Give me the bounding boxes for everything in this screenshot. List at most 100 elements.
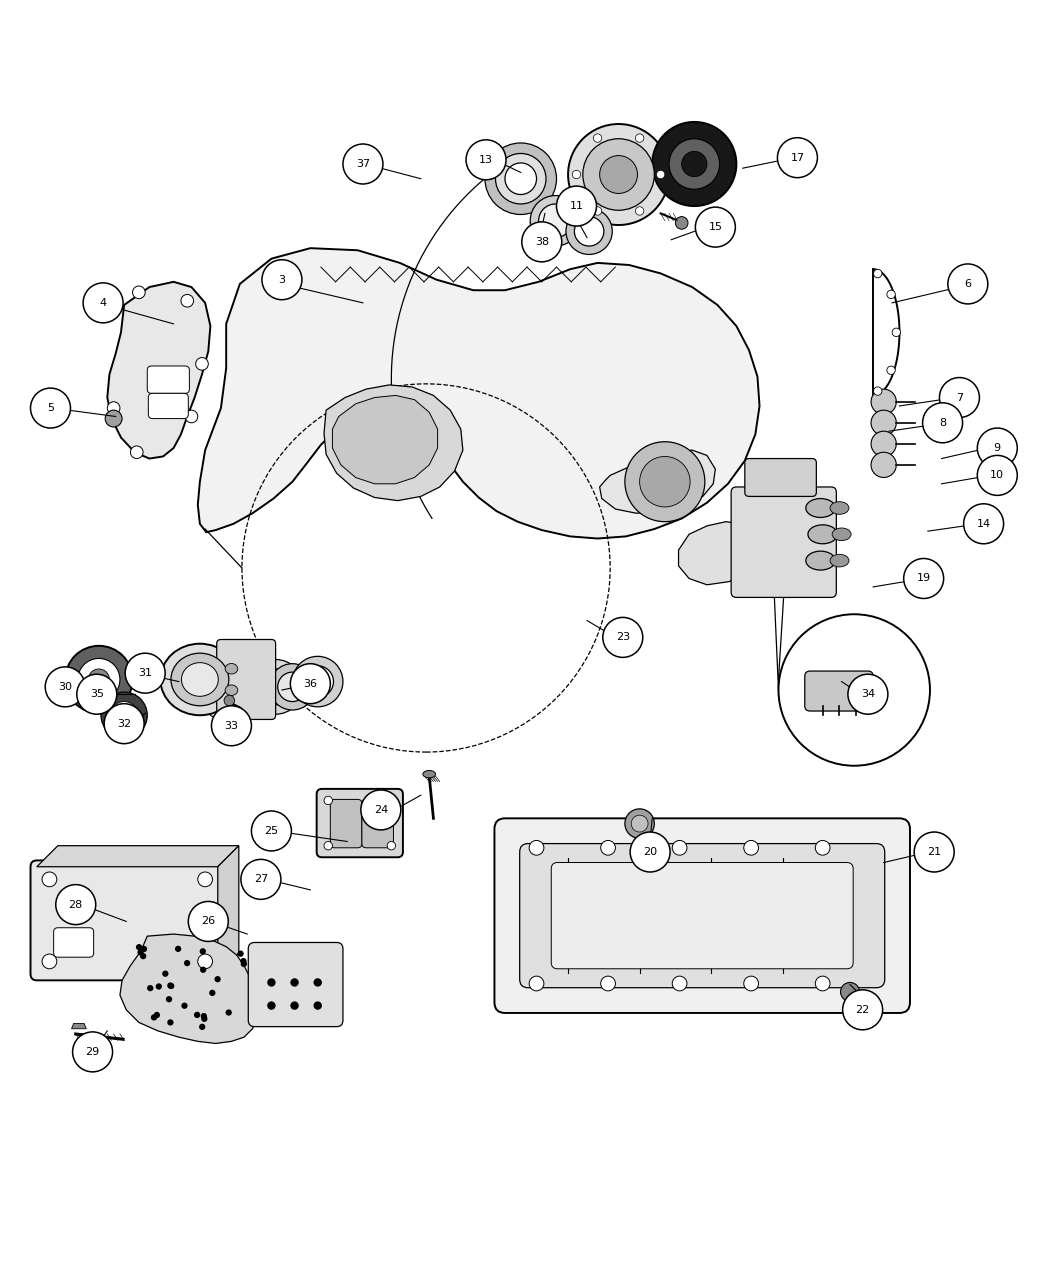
Circle shape xyxy=(387,797,396,804)
Circle shape xyxy=(267,1001,276,1010)
FancyBboxPatch shape xyxy=(494,819,910,1013)
Circle shape xyxy=(65,646,133,714)
Circle shape xyxy=(522,221,562,262)
Circle shape xyxy=(45,666,85,707)
Circle shape xyxy=(778,614,930,766)
Circle shape xyxy=(141,946,147,952)
Circle shape xyxy=(387,842,396,851)
Circle shape xyxy=(977,455,1017,495)
Circle shape xyxy=(184,961,190,966)
Circle shape xyxy=(125,654,165,693)
Text: 27: 27 xyxy=(254,875,268,884)
Circle shape xyxy=(201,1013,207,1019)
Text: 20: 20 xyxy=(643,847,658,857)
Circle shape xyxy=(848,674,888,714)
Circle shape xyxy=(574,216,604,246)
Text: 22: 22 xyxy=(855,1005,870,1014)
Circle shape xyxy=(871,453,896,477)
Circle shape xyxy=(77,674,117,714)
Circle shape xyxy=(147,985,154,991)
Polygon shape xyxy=(218,845,239,975)
Circle shape xyxy=(593,207,602,215)
Circle shape xyxy=(42,872,57,886)
Circle shape xyxy=(209,990,216,996)
Circle shape xyxy=(56,885,96,925)
Polygon shape xyxy=(679,522,763,585)
Circle shape xyxy=(566,208,612,255)
Circle shape xyxy=(251,811,291,851)
Circle shape xyxy=(672,976,687,991)
Polygon shape xyxy=(72,1023,86,1028)
Text: 28: 28 xyxy=(68,899,83,909)
Circle shape xyxy=(198,872,213,886)
Text: 4: 4 xyxy=(100,298,106,308)
Circle shape xyxy=(313,978,322,986)
Circle shape xyxy=(529,976,544,991)
Circle shape xyxy=(630,833,670,872)
Circle shape xyxy=(224,696,235,706)
Circle shape xyxy=(181,294,194,307)
Circle shape xyxy=(154,1012,160,1018)
Text: 26: 26 xyxy=(201,917,216,926)
Ellipse shape xyxy=(225,664,238,674)
Circle shape xyxy=(530,196,581,246)
FancyBboxPatch shape xyxy=(54,927,94,957)
Circle shape xyxy=(815,840,830,856)
Circle shape xyxy=(105,411,122,427)
Circle shape xyxy=(302,666,333,697)
Circle shape xyxy=(744,840,758,856)
Circle shape xyxy=(635,207,644,215)
Circle shape xyxy=(625,808,654,838)
Circle shape xyxy=(104,703,144,743)
Text: 3: 3 xyxy=(279,275,285,285)
Circle shape xyxy=(923,403,963,443)
Circle shape xyxy=(603,618,643,657)
Text: 11: 11 xyxy=(569,201,584,211)
Circle shape xyxy=(196,358,208,370)
Circle shape xyxy=(175,945,181,952)
Circle shape xyxy=(198,954,213,968)
FancyBboxPatch shape xyxy=(551,862,853,968)
Polygon shape xyxy=(324,385,463,500)
Circle shape xyxy=(675,216,688,229)
Circle shape xyxy=(290,1001,299,1010)
Circle shape xyxy=(88,669,109,689)
Circle shape xyxy=(201,1016,207,1022)
Circle shape xyxy=(635,134,644,142)
Circle shape xyxy=(871,389,896,414)
FancyBboxPatch shape xyxy=(317,789,403,857)
Text: 13: 13 xyxy=(479,155,493,165)
Text: 35: 35 xyxy=(89,689,104,700)
Circle shape xyxy=(167,1019,174,1026)
Circle shape xyxy=(156,984,162,990)
Circle shape xyxy=(167,982,174,989)
Circle shape xyxy=(495,153,546,203)
FancyBboxPatch shape xyxy=(731,487,836,597)
Text: 30: 30 xyxy=(58,682,73,692)
Circle shape xyxy=(887,366,895,375)
Text: 6: 6 xyxy=(965,279,971,289)
Text: 29: 29 xyxy=(85,1048,100,1056)
Circle shape xyxy=(290,978,299,986)
Circle shape xyxy=(324,797,332,804)
FancyBboxPatch shape xyxy=(745,459,816,496)
Circle shape xyxy=(200,967,206,973)
Ellipse shape xyxy=(830,554,849,567)
Circle shape xyxy=(162,971,168,977)
Circle shape xyxy=(572,170,581,179)
Circle shape xyxy=(269,664,316,710)
Text: 33: 33 xyxy=(224,721,239,730)
Polygon shape xyxy=(198,248,760,538)
Circle shape xyxy=(466,139,506,180)
Ellipse shape xyxy=(423,770,436,778)
FancyBboxPatch shape xyxy=(330,799,362,848)
Circle shape xyxy=(278,671,307,702)
Text: 7: 7 xyxy=(956,393,963,403)
Circle shape xyxy=(110,702,138,729)
Text: 17: 17 xyxy=(790,152,805,162)
FancyBboxPatch shape xyxy=(147,366,189,394)
Circle shape xyxy=(83,283,123,322)
Text: 38: 38 xyxy=(534,237,549,247)
Circle shape xyxy=(101,692,147,738)
Circle shape xyxy=(601,840,615,856)
